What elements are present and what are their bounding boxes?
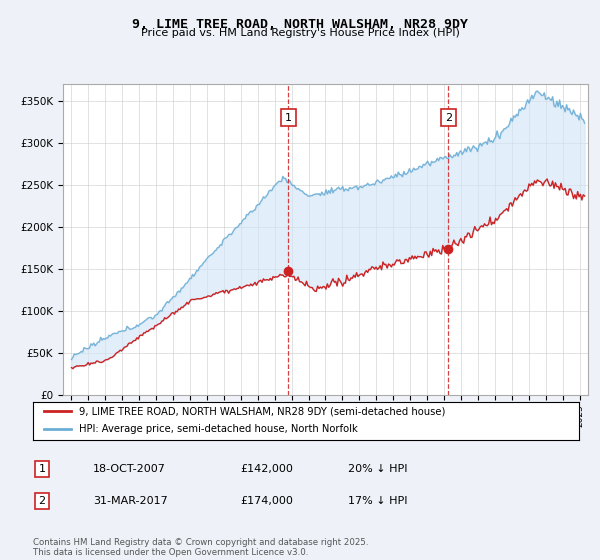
Text: 1: 1 <box>285 113 292 123</box>
Text: Contains HM Land Registry data © Crown copyright and database right 2025.
This d: Contains HM Land Registry data © Crown c… <box>33 538 368 557</box>
Text: Price paid vs. HM Land Registry's House Price Index (HPI): Price paid vs. HM Land Registry's House … <box>140 28 460 38</box>
Text: 31-MAR-2017: 31-MAR-2017 <box>93 496 168 506</box>
Text: £174,000: £174,000 <box>240 496 293 506</box>
Text: 17% ↓ HPI: 17% ↓ HPI <box>348 496 407 506</box>
Text: 2: 2 <box>445 113 452 123</box>
Text: £142,000: £142,000 <box>240 464 293 474</box>
Text: 20% ↓ HPI: 20% ↓ HPI <box>348 464 407 474</box>
Text: 9, LIME TREE ROAD, NORTH WALSHAM, NR28 9DY: 9, LIME TREE ROAD, NORTH WALSHAM, NR28 9… <box>132 18 468 31</box>
Text: 18-OCT-2007: 18-OCT-2007 <box>93 464 166 474</box>
Text: 9, LIME TREE ROAD, NORTH WALSHAM, NR28 9DY (semi-detached house): 9, LIME TREE ROAD, NORTH WALSHAM, NR28 9… <box>79 406 446 416</box>
Text: HPI: Average price, semi-detached house, North Norfolk: HPI: Average price, semi-detached house,… <box>79 424 358 434</box>
Text: 2: 2 <box>38 496 46 506</box>
Text: 1: 1 <box>38 464 46 474</box>
